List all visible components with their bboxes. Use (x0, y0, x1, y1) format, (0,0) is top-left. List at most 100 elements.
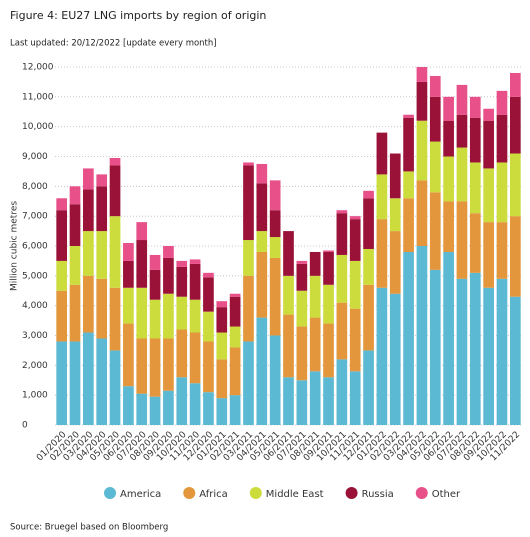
bar-segment (83, 275, 94, 333)
bar-segment (176, 266, 188, 297)
bar-segment (416, 67, 428, 82)
bar-segment (256, 231, 268, 252)
bar-segment (136, 222, 148, 241)
bar-segment (509, 216, 521, 297)
bar-segment (256, 251, 268, 318)
bar-segment (496, 114, 508, 163)
legend-marker (415, 487, 428, 499)
bar-segment (296, 260, 308, 264)
bar-segment (123, 243, 134, 261)
bar-segment (363, 198, 374, 249)
bar-segment (389, 231, 401, 294)
bar-segment (349, 308, 361, 372)
bar-segment (416, 180, 428, 246)
bar-segment (149, 269, 161, 300)
bar-segment (509, 96, 521, 154)
bar-segment (96, 231, 108, 279)
bar-segment (56, 198, 68, 211)
bar-segment (296, 380, 308, 425)
bar-segment (149, 254, 161, 270)
bar-segment (216, 398, 228, 425)
y-axis-label: Million cubic metres (10, 201, 20, 291)
bar-segment (403, 251, 414, 425)
bar-segment (389, 293, 401, 425)
y-tick-label: 1,000 (22, 391, 48, 401)
bar-segment (176, 296, 188, 330)
bar-segment (323, 251, 334, 285)
bar-segment (136, 393, 148, 425)
bar-segment (469, 117, 481, 163)
bar-segment (456, 84, 468, 115)
bar-segment (123, 386, 134, 425)
bar-segment (189, 263, 201, 300)
bar-segment (109, 216, 121, 288)
source: Source: Bruegel based on Bloomberg (10, 523, 168, 533)
y-tick-label: 0 (22, 421, 28, 431)
bar-segment (483, 120, 494, 169)
bar-segment (496, 90, 508, 115)
bar-segment (483, 222, 494, 288)
y-tick-label: 5,000 (22, 271, 48, 281)
chart-subtitle: Last updated: 20/12/2022 [update every m… (10, 39, 217, 49)
bar-segment (96, 186, 108, 232)
bar-segment (69, 186, 81, 205)
bar-segment (296, 326, 308, 381)
bar-segment (296, 290, 308, 327)
bar-segment (83, 332, 94, 425)
bar-segment (323, 250, 334, 252)
bar-segment (456, 278, 468, 425)
bar-segment (109, 165, 121, 217)
bar-segment (363, 190, 374, 199)
bar-segment (83, 189, 94, 232)
bar-segment (56, 341, 68, 425)
bar-segment (443, 96, 454, 121)
bar-segment (56, 290, 68, 342)
bar-segment (163, 390, 174, 425)
bar-segment (229, 296, 241, 327)
bar-segment (176, 329, 188, 378)
bar-segment (336, 302, 348, 360)
bar-segment (283, 275, 294, 315)
bar-segment (309, 317, 321, 372)
bar-segment (376, 132, 388, 175)
bar-segment (229, 395, 241, 425)
bar-segment (456, 147, 468, 202)
legend-label: America (120, 489, 161, 500)
bar-segment (336, 359, 348, 425)
bar-segment (229, 347, 241, 396)
bar-segment (456, 201, 468, 279)
legend-label: Russia (362, 489, 394, 500)
y-tick-label: 9,000 (22, 152, 48, 162)
legend-marker (183, 487, 196, 499)
bar-segment (296, 263, 308, 291)
y-tick-label: 7,000 (22, 212, 48, 222)
bar-segment (229, 326, 241, 348)
bar-segment (323, 323, 334, 378)
bar-segment (389, 153, 401, 199)
bar-segment (509, 153, 521, 217)
bar-segment (429, 96, 441, 142)
bar-segment (469, 213, 481, 273)
bar-segment (483, 168, 494, 223)
bar-segment (243, 240, 254, 276)
bar-segment (243, 341, 254, 425)
bar-segment (83, 231, 94, 276)
bar-segment (336, 210, 348, 214)
bar-segment (203, 311, 214, 342)
bar-segment (456, 114, 468, 148)
bar-segment (443, 201, 454, 252)
bar-segment (269, 180, 281, 211)
bar-segment (109, 350, 121, 425)
bar-segment (403, 117, 414, 172)
bar-segment (96, 174, 108, 187)
bar-segment (256, 163, 268, 184)
bar-segment (376, 219, 388, 288)
bar-segment (69, 204, 81, 246)
bar-segment (163, 246, 174, 258)
bar-segment (163, 257, 174, 294)
bar-segment (243, 162, 254, 166)
bar-segment (483, 108, 494, 121)
bar-segment (216, 332, 228, 360)
bar-segment (469, 162, 481, 214)
bar-segment (109, 157, 121, 166)
